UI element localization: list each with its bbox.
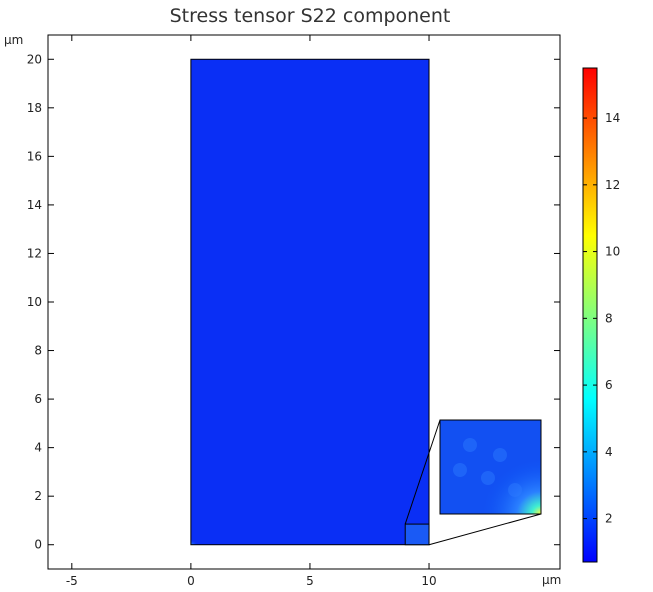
y-tick-label: 20 <box>27 52 42 66</box>
colorbar-tick-label: 10 <box>605 245 620 259</box>
inset-ripple <box>481 471 495 485</box>
y-tick-label: 8 <box>34 344 42 358</box>
colorbar-gradient <box>583 68 597 562</box>
inset-source-box <box>404 523 430 546</box>
inset-ripple <box>463 438 477 452</box>
x-unit-label: μm <box>542 573 561 587</box>
colorbar-tick-label: 6 <box>605 378 613 392</box>
domain-outline <box>190 58 430 546</box>
colorbar-tick-label: 12 <box>605 178 620 192</box>
y-tick-label: 18 <box>27 101 42 115</box>
inset-ripple <box>493 448 507 462</box>
y-tick-label: 10 <box>27 295 42 309</box>
y-tick-label: 4 <box>34 441 42 455</box>
stress-field-domain <box>190 58 430 546</box>
x-tick-label: 5 <box>306 574 314 588</box>
x-tick-label: 10 <box>421 574 436 588</box>
inset-connector-bottom <box>428 513 542 546</box>
colorbar-tick-label: 2 <box>605 512 613 526</box>
inset-connector-top <box>404 419 441 525</box>
y-tick-label: 6 <box>34 392 42 406</box>
y-tick-label: 2 <box>34 489 42 503</box>
y-tick-label: 12 <box>27 246 42 260</box>
colorbar: 2 4 6 8 10 12 14 <box>582 67 620 563</box>
inset-peak-glow <box>440 420 541 514</box>
x-tick-label: 0 <box>187 574 195 588</box>
inset-ripple <box>453 463 467 477</box>
inset-ripple <box>508 483 522 497</box>
colorbar-tick-label: 8 <box>605 311 613 325</box>
colorbar-frame <box>582 67 598 563</box>
y-unit-label: μm <box>4 33 23 47</box>
x-axis: -5 0 5 10 <box>66 35 437 588</box>
colorbar-tick-label: 14 <box>605 111 620 125</box>
chart-title: Stress tensor S22 component <box>170 5 451 27</box>
zoom-inset <box>404 419 542 546</box>
y-axis: 0 2 4 6 8 10 12 14 16 18 20 <box>27 52 560 552</box>
domain-left-corner-glow <box>190 504 251 545</box>
y-tick-label: 16 <box>27 149 42 163</box>
inset-frame <box>439 419 542 515</box>
y-tick-label: 14 <box>27 198 42 212</box>
colorbar-tick-label: 4 <box>605 445 613 459</box>
y-tick-label: 0 <box>34 538 42 552</box>
domain-fill <box>190 59 430 545</box>
x-tick-label: -5 <box>66 574 78 588</box>
